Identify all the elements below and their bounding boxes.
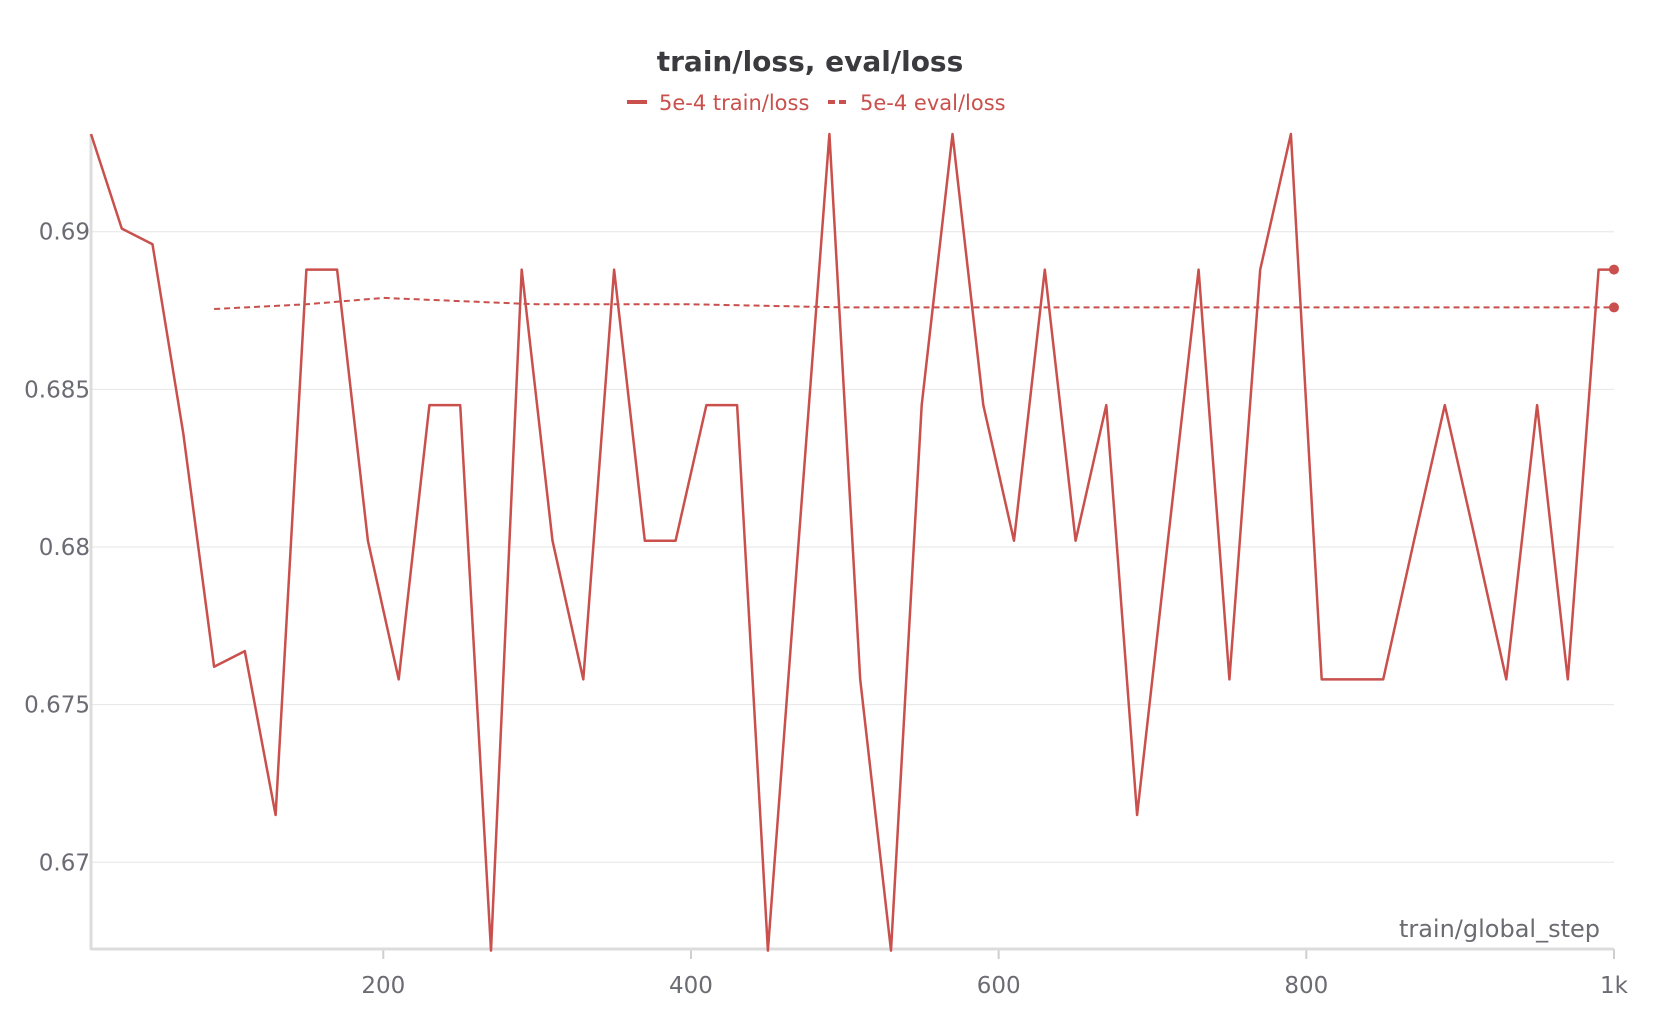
chart-title: train/loss, eval/loss xyxy=(657,45,964,78)
x-tick-label: 1k xyxy=(1600,973,1629,999)
y-tick-label: 0.67 xyxy=(39,850,90,876)
legend-item-eval[interactable]: 5e-4 eval/loss xyxy=(828,91,1006,115)
series-line-eval-loss[interactable] xyxy=(214,296,1614,310)
x-tick-label: 200 xyxy=(361,973,405,999)
x-tick-label: 400 xyxy=(669,973,713,999)
y-tick-label: 0.675 xyxy=(24,693,90,719)
x-axis-label: train/global_step xyxy=(1399,915,1600,943)
legend-item-train[interactable]: 5e-4 train/loss xyxy=(627,91,809,115)
legend: 5e-4 train/loss 5e-4 eval/loss xyxy=(627,91,1006,115)
legend-label-eval: 5e-4 eval/loss xyxy=(860,91,1006,115)
y-tick-label: 0.685 xyxy=(24,377,90,403)
x-tick-label: 800 xyxy=(1284,973,1328,999)
series-endpoint-train-loss[interactable] xyxy=(1609,264,1619,275)
y-tick-label: 0.69 xyxy=(39,220,90,246)
series-layer xyxy=(89,132,1619,952)
x-axis-ticks: 200 400 600 800 1k xyxy=(361,949,1629,999)
series-endpoint-eval-loss[interactable] xyxy=(1609,302,1619,313)
y-axis-ticks: 0.67 0.675 0.68 0.685 0.69 xyxy=(24,220,90,877)
y-tick-label: 0.68 xyxy=(39,535,90,561)
legend-label-train: 5e-4 train/loss xyxy=(659,91,809,115)
x-tick-label: 600 xyxy=(977,973,1021,999)
series-line-train-loss[interactable] xyxy=(89,132,1614,952)
